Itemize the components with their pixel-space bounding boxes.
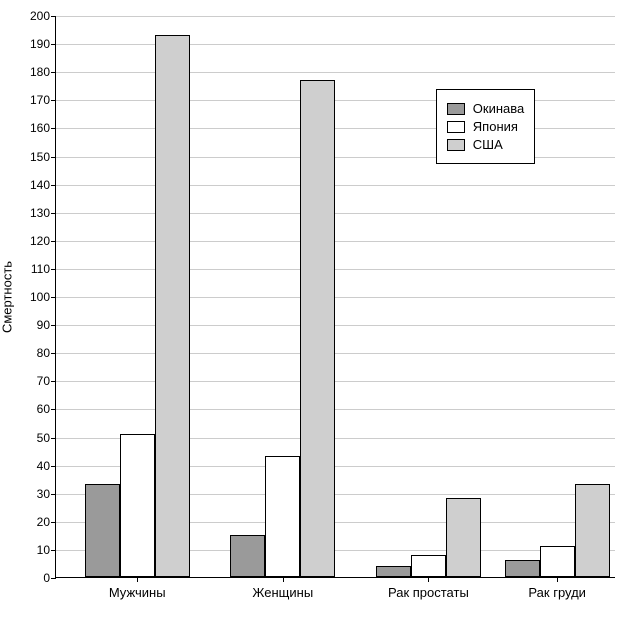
y-tick-label: 20 xyxy=(37,515,56,529)
y-tick-label: 180 xyxy=(30,65,56,79)
gridline xyxy=(56,297,615,298)
legend-item: Окинава xyxy=(447,101,524,116)
y-tick-label: 70 xyxy=(37,374,56,388)
y-tick-label: 170 xyxy=(30,93,56,107)
x-category-label: Рак груди xyxy=(528,577,586,600)
y-tick-label: 40 xyxy=(37,459,56,473)
y-tick-label: 0 xyxy=(43,571,56,585)
x-category-label: Рак простаты xyxy=(388,577,469,600)
y-tick-label: 90 xyxy=(37,318,56,332)
chart-container: 0 10 20 30 40 50 60 70 80 90 100 110 120 130 140 150 160… xyxy=(0,0,634,623)
x-category-label: Женщины xyxy=(252,577,313,600)
y-tick-label: 60 xyxy=(37,402,56,416)
legend-label: Окинава xyxy=(473,101,524,116)
x-category-label: Мужчины xyxy=(109,577,166,600)
y-tick-label: 10 xyxy=(37,543,56,557)
bar xyxy=(505,560,540,577)
gridline xyxy=(56,16,615,17)
bar xyxy=(120,434,155,577)
gridline xyxy=(56,353,615,354)
y-tick-label: 80 xyxy=(37,346,56,360)
legend-swatch xyxy=(447,139,465,151)
bar xyxy=(230,535,265,577)
bar xyxy=(300,80,335,577)
legend-swatch xyxy=(447,121,465,133)
legend-item: США xyxy=(447,137,524,152)
bar xyxy=(265,456,300,577)
bar xyxy=(575,484,610,577)
y-axis-title: Смертность xyxy=(0,261,15,333)
y-tick-label: 140 xyxy=(30,178,56,192)
y-tick-label: 100 xyxy=(30,290,56,304)
bar xyxy=(446,498,481,577)
legend-label: Япония xyxy=(473,119,518,134)
y-tick-label: 110 xyxy=(31,262,56,276)
legend: Окинава Япония США xyxy=(436,89,535,164)
y-tick-label: 130 xyxy=(30,206,56,220)
legend-item: Япония xyxy=(447,119,524,134)
gridline xyxy=(56,325,615,326)
gridline xyxy=(56,185,615,186)
bar xyxy=(411,555,446,577)
gridline xyxy=(56,269,615,270)
gridline xyxy=(56,241,615,242)
bar xyxy=(376,566,411,577)
y-tick-label: 160 xyxy=(30,121,56,135)
y-tick-label: 120 xyxy=(30,234,56,248)
gridline xyxy=(56,409,615,410)
y-tick-label: 190 xyxy=(30,37,56,51)
bar xyxy=(85,484,120,577)
y-tick-label: 30 xyxy=(37,487,56,501)
y-tick-label: 200 xyxy=(30,9,56,23)
bar xyxy=(155,35,190,577)
bar xyxy=(540,546,575,577)
gridline xyxy=(56,44,615,45)
gridline xyxy=(56,72,615,73)
gridline xyxy=(56,381,615,382)
legend-label: США xyxy=(473,137,503,152)
y-tick-label: 150 xyxy=(30,150,56,164)
legend-swatch xyxy=(447,103,465,115)
gridline xyxy=(56,213,615,214)
y-tick-label: 50 xyxy=(37,431,56,445)
